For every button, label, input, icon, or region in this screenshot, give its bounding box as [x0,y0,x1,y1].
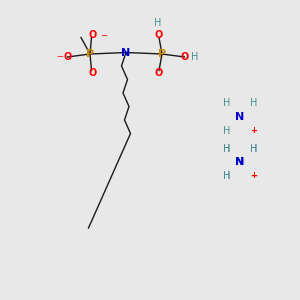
Text: N: N [122,47,130,58]
Text: N: N [236,112,244,122]
Text: H: H [191,52,199,62]
Text: +: + [250,126,257,135]
Text: H: H [250,98,257,109]
Text: O: O [155,68,163,78]
Text: −: − [100,31,107,40]
Text: O: O [180,52,189,62]
Text: H: H [223,170,230,181]
Text: H: H [250,143,257,154]
Text: H: H [223,98,230,109]
Text: O: O [89,68,97,78]
Text: −: − [56,52,64,62]
Text: H: H [154,18,161,28]
Text: O: O [63,52,72,62]
Text: +: + [250,171,257,180]
Text: P: P [86,49,94,59]
Text: +: + [250,171,257,180]
Text: O: O [89,30,97,40]
Text: H: H [223,143,230,154]
Text: H: H [223,170,230,181]
Text: P: P [158,49,166,59]
Text: H: H [223,125,230,136]
Text: N: N [236,157,244,167]
Text: H: H [223,143,230,154]
Text: H: H [250,143,257,154]
Text: N: N [236,157,244,167]
Text: O: O [155,30,163,40]
